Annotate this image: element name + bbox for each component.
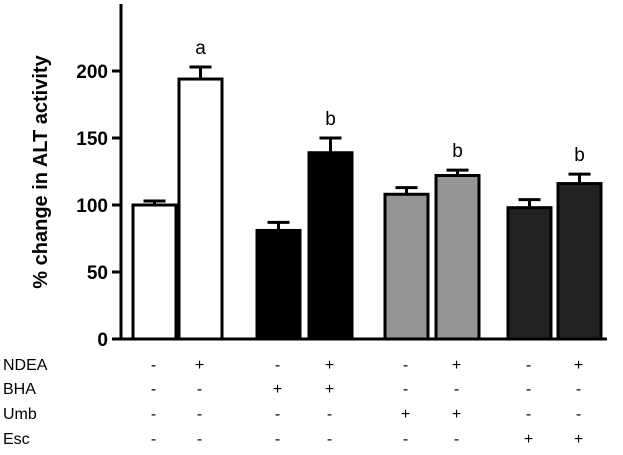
y-tick-label: 200 — [76, 62, 108, 83]
bar — [556, 182, 603, 341]
treatment-sign: + — [574, 431, 583, 448]
bar — [434, 174, 481, 341]
treatment-sign: - — [403, 431, 408, 448]
significance-label: b — [574, 145, 585, 166]
treatment-sign: - — [576, 406, 581, 423]
y-tick-label: 150 — [76, 129, 108, 150]
treatment-sign: + — [401, 406, 410, 423]
treatment-sign: + — [574, 357, 583, 374]
treatment-sign: - — [275, 431, 280, 448]
treatment-label: Umb — [3, 406, 37, 423]
treatment-sign: - — [454, 431, 459, 448]
treatment-sign: - — [197, 431, 202, 448]
treatment-sign: + — [524, 431, 533, 448]
treatment-sign: - — [454, 381, 459, 398]
treatment-label: NDEA — [3, 357, 48, 374]
y-tick-label: 0 — [97, 330, 108, 351]
y-axis-title: % change in ALT activity — [30, 54, 52, 288]
bar — [383, 192, 430, 341]
treatment-sign: + — [195, 357, 204, 374]
treatment-sign: - — [526, 357, 531, 374]
bar — [307, 151, 354, 341]
treatment-sign: - — [275, 406, 280, 423]
significance-label: b — [325, 109, 336, 130]
bar — [506, 206, 553, 341]
significance-label: a — [195, 38, 206, 59]
treatment-sign: - — [327, 406, 332, 423]
treatment-sign: + — [452, 406, 461, 423]
treatment-sign: - — [197, 381, 202, 398]
bar — [177, 77, 224, 341]
treatment-sign: - — [526, 381, 531, 398]
treatment-label: BHA — [3, 381, 36, 398]
bar — [255, 228, 302, 341]
treatment-sign: + — [273, 381, 282, 398]
y-tick-label: 100 — [76, 196, 108, 217]
treatment-sign: - — [151, 381, 156, 398]
treatment-sign: - — [151, 431, 156, 448]
treatment-sign: - — [275, 357, 280, 374]
treatment-sign: - — [197, 406, 202, 423]
significance-label: b — [452, 141, 463, 162]
treatment-sign: - — [327, 431, 332, 448]
treatment-sign: + — [325, 381, 334, 398]
treatment-sign: - — [151, 406, 156, 423]
treatment-sign: + — [452, 357, 461, 374]
treatment-sign: - — [576, 381, 581, 398]
treatment-table: NDEA - + - + - + - + BHA - - + + - - - - Umb - - - - + + - - Esc - - -… — [3, 357, 583, 448]
bars: a b b b — [131, 38, 603, 341]
treatment-sign: - — [526, 406, 531, 423]
treatment-sign: - — [403, 357, 408, 374]
y-tick-label: 50 — [87, 263, 108, 284]
treatment-label: Esc — [3, 431, 30, 448]
treatment-sign: - — [151, 357, 156, 374]
treatment-sign: + — [325, 357, 334, 374]
treatment-sign: - — [403, 381, 408, 398]
bar — [131, 203, 178, 341]
